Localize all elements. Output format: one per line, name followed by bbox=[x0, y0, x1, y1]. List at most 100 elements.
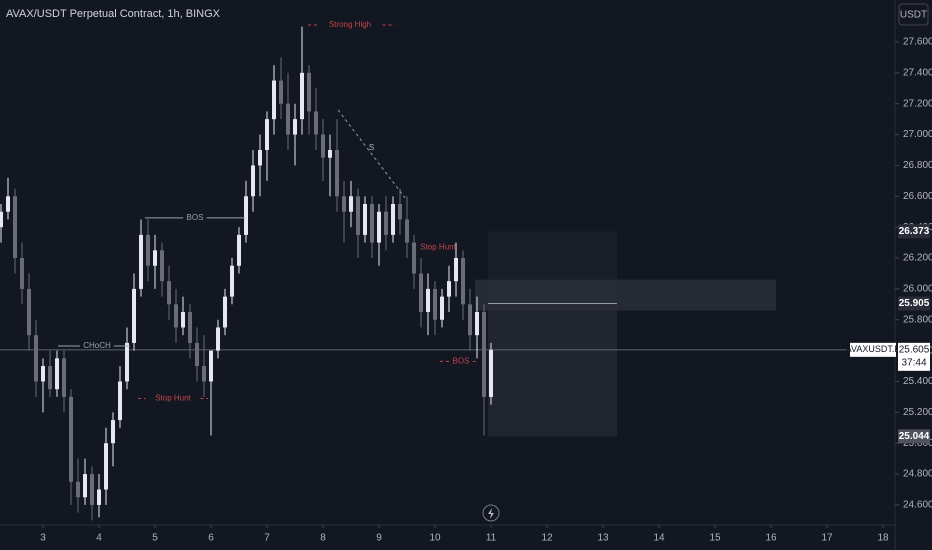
candle-body bbox=[398, 204, 403, 220]
candle-body bbox=[69, 396, 74, 482]
candle-body bbox=[335, 150, 340, 197]
x-tick-label: 4 bbox=[96, 533, 102, 544]
x-tick-label: 7 bbox=[264, 533, 270, 544]
candle-body bbox=[202, 366, 207, 382]
y-tick-label: 26.000 bbox=[903, 284, 932, 295]
candle-body bbox=[447, 281, 452, 297]
candle-body bbox=[167, 281, 172, 305]
annotation-label: CHoCH bbox=[83, 341, 111, 350]
symbol-tag bbox=[850, 342, 896, 357]
currency-button[interactable] bbox=[898, 3, 929, 26]
y-tick-label: 26.800 bbox=[903, 160, 932, 171]
x-tick-label: 10 bbox=[429, 533, 441, 544]
candle-body bbox=[370, 204, 375, 243]
candle-body bbox=[48, 366, 53, 390]
candle-body bbox=[83, 474, 88, 498]
candle-body bbox=[146, 234, 151, 266]
x-tick-label: 8 bbox=[320, 533, 326, 544]
trendline bbox=[337, 109, 406, 199]
x-tick-label: 11 bbox=[486, 533, 497, 544]
candle-body bbox=[265, 119, 270, 150]
x-tick-label: 16 bbox=[765, 533, 777, 544]
x-tick-label: 15 bbox=[709, 533, 721, 544]
candle-body bbox=[272, 80, 277, 120]
candle-body bbox=[237, 234, 242, 266]
price-tag bbox=[898, 224, 930, 239]
y-tick-label: 25.800 bbox=[903, 314, 932, 325]
price-tag bbox=[898, 429, 930, 444]
candle-body bbox=[62, 358, 67, 397]
y-tick-label: 26.600 bbox=[903, 191, 932, 202]
candle-body bbox=[97, 489, 102, 505]
candle-body bbox=[384, 211, 389, 235]
y-tick-label: 26.200 bbox=[903, 253, 932, 264]
candle-body bbox=[223, 296, 228, 328]
candle-body bbox=[419, 273, 424, 313]
candle-body bbox=[209, 350, 214, 382]
y-tick-label: 24.800 bbox=[903, 469, 932, 480]
candle-body bbox=[34, 335, 39, 382]
zone bbox=[487, 303, 618, 437]
annotation-label: Strong High bbox=[329, 20, 371, 29]
chart-title: AVAX/USDT Perpetual Contract, 1h, BINGX bbox=[6, 8, 221, 20]
candle-body bbox=[440, 296, 445, 320]
candle-body bbox=[0, 211, 4, 228]
y-tick-label: 27.000 bbox=[903, 129, 932, 140]
candle-body bbox=[27, 288, 32, 336]
candle-body bbox=[181, 312, 186, 328]
x-tick-label: 9 bbox=[376, 533, 382, 544]
candle-body bbox=[356, 196, 361, 235]
replay-icon bbox=[488, 508, 495, 519]
candle-body bbox=[132, 288, 137, 343]
candle-body bbox=[342, 196, 347, 212]
symbol-label: AVAXUSDT.P bbox=[846, 344, 901, 354]
candle-body bbox=[195, 342, 200, 367]
x-tick-label: 18 bbox=[877, 533, 889, 544]
candle-body bbox=[258, 150, 263, 166]
candle-body bbox=[433, 288, 438, 320]
annotation-label: Stop Hunt bbox=[420, 242, 456, 251]
candle-body bbox=[454, 258, 459, 282]
candle-body bbox=[111, 420, 116, 444]
candle-body bbox=[160, 250, 165, 282]
candle-body bbox=[104, 443, 109, 490]
candle-body bbox=[76, 481, 81, 498]
candle-body bbox=[41, 366, 46, 382]
candle-body bbox=[20, 258, 25, 289]
candle-body bbox=[468, 304, 473, 336]
candle-body bbox=[426, 288, 431, 313]
candle-body bbox=[55, 358, 60, 390]
countdown-label: 37:44 bbox=[901, 357, 926, 368]
candle-body bbox=[118, 381, 123, 421]
candle-body bbox=[90, 474, 95, 505]
candle-body bbox=[251, 165, 256, 197]
candle-body bbox=[461, 258, 466, 305]
candle-body bbox=[363, 204, 368, 235]
candle-body bbox=[314, 111, 319, 135]
annotation-label: BOS bbox=[453, 357, 470, 366]
y-tick-label: 27.600 bbox=[903, 37, 932, 48]
candle-body bbox=[174, 304, 179, 328]
x-tick-label: 12 bbox=[541, 533, 553, 544]
candle-body bbox=[139, 234, 144, 289]
candle-body bbox=[475, 312, 480, 336]
zone bbox=[474, 279, 776, 311]
candle-body bbox=[293, 119, 298, 135]
candle-body bbox=[482, 312, 487, 397]
candle-body bbox=[216, 327, 221, 351]
price-tag-label: 25.044 bbox=[899, 431, 930, 442]
candle-body bbox=[188, 312, 193, 343]
last-price-tag bbox=[898, 342, 930, 371]
candle-body bbox=[321, 134, 326, 158]
price-tag-label: 26.373 bbox=[899, 226, 930, 237]
y-tick-label: 25.400 bbox=[903, 376, 932, 387]
candle-body bbox=[153, 250, 158, 266]
x-tick-label: 6 bbox=[208, 533, 214, 544]
candle-body bbox=[377, 211, 382, 243]
x-tick-label: 3 bbox=[40, 533, 46, 544]
candle-body bbox=[286, 103, 291, 135]
y-tick-label: 25.200 bbox=[903, 407, 932, 418]
candle-body bbox=[125, 342, 130, 382]
annotation-label: BOS bbox=[187, 213, 204, 222]
